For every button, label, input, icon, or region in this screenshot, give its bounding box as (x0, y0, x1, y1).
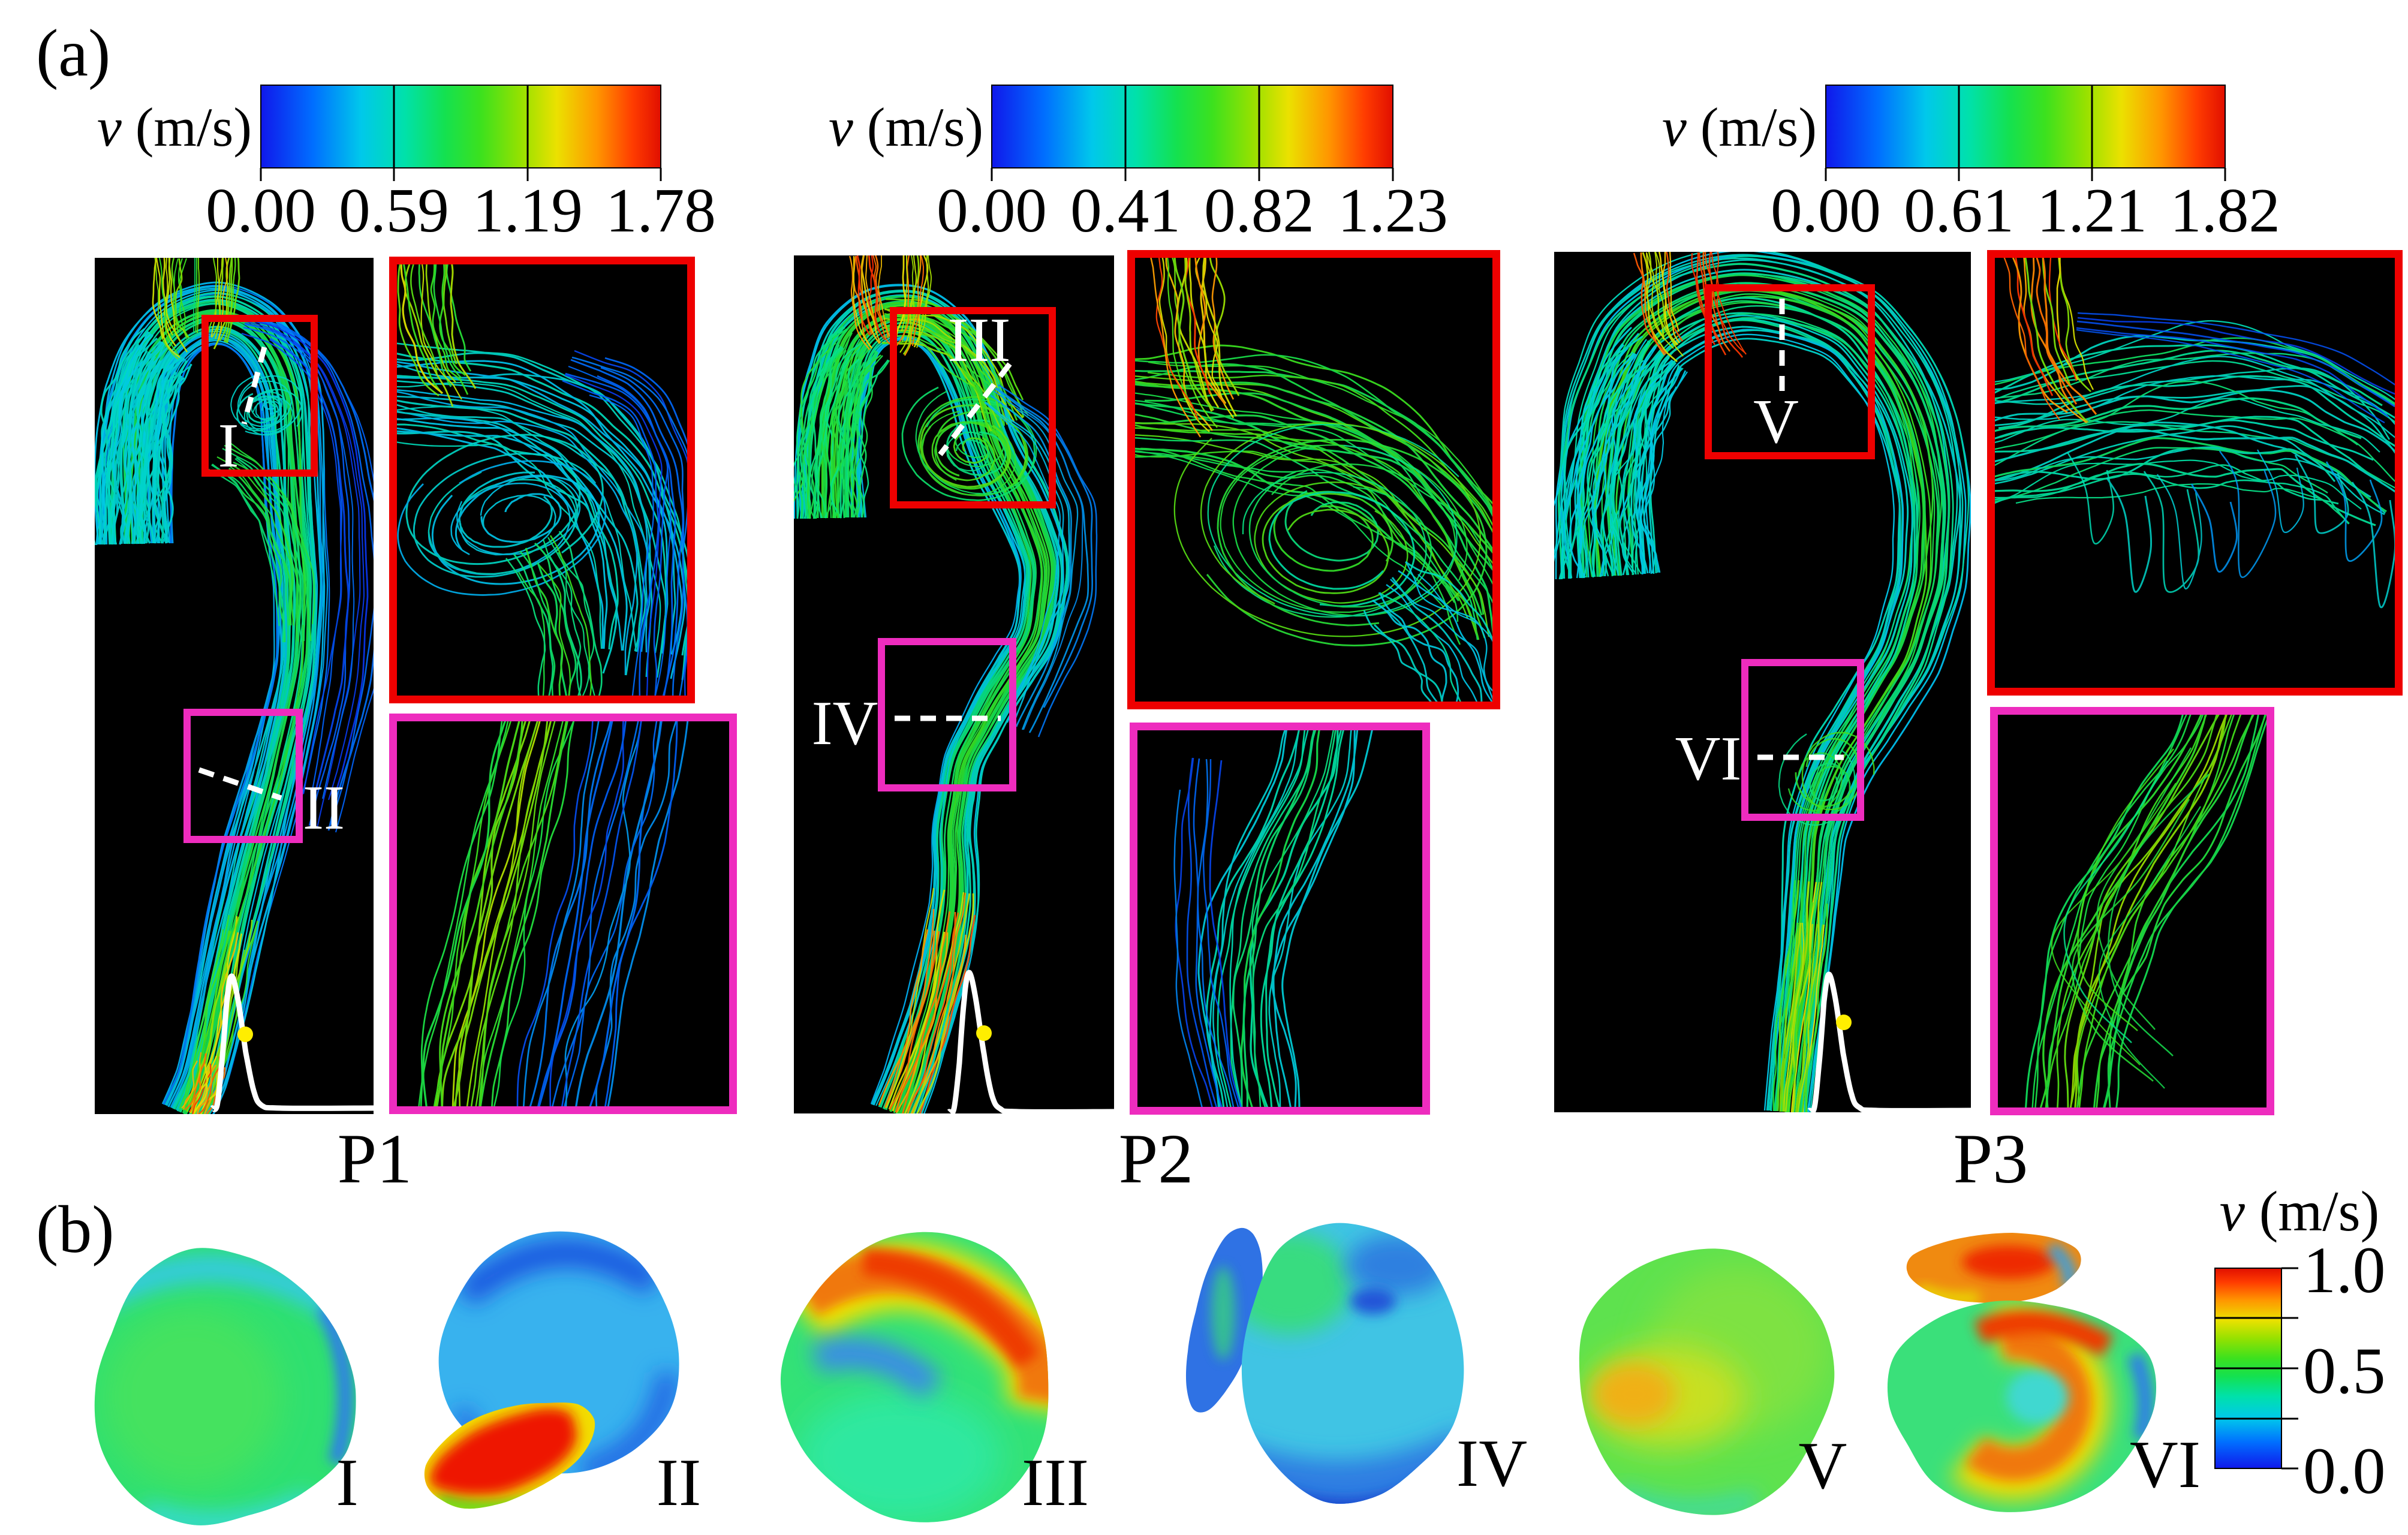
svg-text:(b): (b) (36, 1193, 115, 1267)
svg-text:I: I (218, 410, 239, 480)
svg-text:III: III (948, 305, 1011, 375)
svg-text:0.59: 0.59 (339, 175, 449, 245)
svg-text:1.78: 1.78 (606, 175, 716, 245)
svg-text:II: II (303, 772, 345, 842)
svg-text:P2: P2 (1119, 1119, 1194, 1198)
svg-text:0.41: 0.41 (1070, 175, 1181, 245)
svg-text:v (m/s): v (m/s) (1662, 97, 1817, 158)
svg-text:(a): (a) (36, 16, 110, 91)
svg-text:1.19: 1.19 (472, 175, 583, 245)
svg-text:I: I (336, 1446, 358, 1520)
svg-text:0.00: 0.00 (1771, 175, 1881, 245)
svg-text:0.00: 0.00 (937, 175, 1047, 245)
svg-text:1.82: 1.82 (2170, 175, 2280, 245)
svg-text:0.61: 0.61 (1904, 175, 2014, 245)
svg-text:0.82: 0.82 (1204, 175, 1314, 245)
svg-text:II: II (657, 1446, 702, 1520)
svg-text:P1: P1 (338, 1119, 413, 1198)
svg-text:IV: IV (1456, 1426, 1527, 1501)
svg-text:0.0: 0.0 (2303, 1434, 2386, 1507)
svg-text:V: V (1799, 1429, 1847, 1503)
svg-text:V: V (1753, 386, 1799, 456)
svg-text:v (m/s): v (m/s) (97, 97, 252, 158)
svg-text:III: III (1022, 1446, 1089, 1520)
svg-text:v (m/s): v (m/s) (2220, 1179, 2379, 1243)
svg-text:IV: IV (812, 688, 878, 758)
svg-text:v (m/s): v (m/s) (829, 97, 983, 158)
svg-text:VI: VI (2130, 1428, 2201, 1502)
svg-text:VI: VI (1675, 723, 1742, 793)
svg-text:1.0: 1.0 (2303, 1233, 2386, 1307)
svg-text:P3: P3 (1954, 1119, 2028, 1198)
svg-text:0.00: 0.00 (206, 175, 316, 245)
svg-text:1.23: 1.23 (1338, 175, 1448, 245)
svg-text:1.21: 1.21 (2037, 175, 2147, 245)
svg-text:0.5: 0.5 (2303, 1334, 2386, 1407)
